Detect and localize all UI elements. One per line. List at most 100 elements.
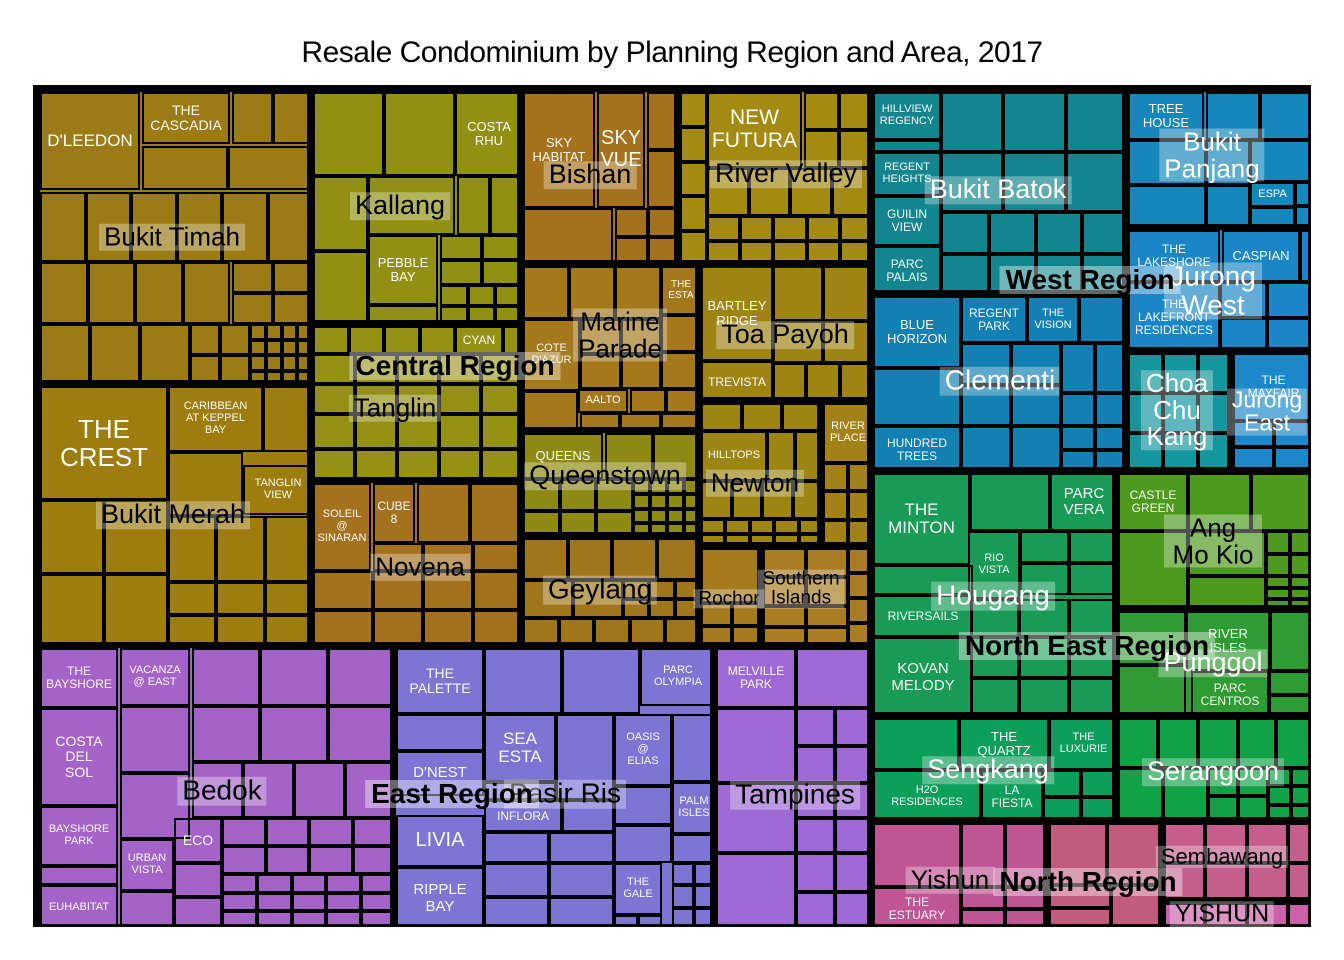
project-cyan: CYAN bbox=[455, 326, 503, 354]
treemap-cell bbox=[1128, 433, 1163, 467]
treemap-cell bbox=[484, 648, 562, 714]
project-label: RIPPLE BAY bbox=[413, 881, 467, 915]
treemap-cell bbox=[970, 599, 1020, 637]
treemap-cell bbox=[1118, 664, 1186, 712]
treemap-cell bbox=[1020, 563, 1069, 595]
treemap-cell bbox=[265, 370, 282, 380]
project-label: NEW FUTURA bbox=[711, 106, 798, 152]
treemap-cell bbox=[748, 168, 790, 216]
project-hilltops: HILLTOPS bbox=[701, 431, 767, 481]
treemap-cell bbox=[873, 823, 961, 887]
treemap-cell bbox=[961, 426, 1011, 467]
treemap-cell bbox=[1205, 863, 1247, 897]
treemap-cell bbox=[1036, 212, 1082, 254]
treemap-cell bbox=[250, 324, 266, 340]
treemap-cell bbox=[615, 208, 648, 237]
project-label: THE GALE bbox=[623, 876, 653, 900]
project-label: THE MINTON bbox=[888, 499, 955, 537]
project-espa: ESPA bbox=[1250, 182, 1295, 207]
project-label: CASTLE GREEN bbox=[1129, 488, 1177, 515]
treemap-cell bbox=[397, 448, 439, 477]
treemap-cell bbox=[294, 762, 345, 818]
treemap-cell bbox=[1269, 694, 1308, 712]
treemap-cell bbox=[795, 431, 817, 481]
treemap-cell bbox=[120, 706, 190, 773]
treemap-cell bbox=[439, 414, 481, 449]
project-label: COTE D'AZUR bbox=[531, 342, 572, 366]
project-bartley-ridge: BARTLEY RIDGE bbox=[701, 266, 773, 361]
project-the-estuary: THE ESTUARY bbox=[873, 887, 961, 924]
area-geylang bbox=[520, 535, 698, 645]
treemap-cell bbox=[1094, 393, 1122, 426]
treemap-cell bbox=[297, 370, 307, 380]
treemap-cell bbox=[1295, 182, 1308, 206]
treemap-cell bbox=[633, 479, 650, 494]
area-ang-mo-kio: CASTLE GREEN bbox=[1115, 470, 1311, 608]
area-bukit-merah: THE CREST CARIBBEAN AT KEPPEL BAY TANGLIN … bbox=[37, 383, 310, 645]
project-label: TANGLIN VIEW bbox=[254, 477, 302, 501]
project-parc-vera: PARC VERA bbox=[1050, 473, 1112, 531]
treemap-cell bbox=[716, 708, 796, 783]
treemap-cell bbox=[796, 853, 835, 892]
treemap-cell bbox=[796, 708, 835, 746]
treemap-cell bbox=[805, 627, 848, 642]
area-bedok: THE BAYSHORE VACANZA @ EAST COSTA DEL SOL B… bbox=[37, 645, 393, 927]
project-new-futura: NEW FUTURA bbox=[707, 92, 802, 168]
treemap-cell bbox=[1049, 907, 1111, 924]
treemap-cell bbox=[481, 448, 517, 477]
treemap-cell bbox=[629, 618, 666, 642]
treemap-cell bbox=[328, 648, 390, 706]
treemap-cell bbox=[873, 718, 959, 770]
project-label: D'LEEDON bbox=[47, 130, 133, 150]
project-label: THE LAKESHORE bbox=[1137, 242, 1211, 269]
treemap-cell bbox=[1163, 768, 1208, 817]
treemap-cell bbox=[439, 448, 481, 477]
treemap-cell bbox=[495, 305, 517, 320]
project-ripple-bay: RIPPLE BAY bbox=[396, 867, 484, 924]
treemap-cell bbox=[1233, 447, 1274, 467]
treemap-cell bbox=[523, 538, 568, 580]
project-label: SEA ESTA bbox=[498, 728, 542, 766]
treemap-cell bbox=[1036, 254, 1082, 290]
treemap-cell bbox=[790, 168, 832, 216]
area-rochor bbox=[698, 545, 760, 645]
treemap-cell bbox=[313, 414, 355, 449]
treemap-cell bbox=[680, 92, 707, 127]
treemap-cell bbox=[605, 433, 653, 479]
treemap-cell bbox=[740, 241, 774, 260]
treemap-cell bbox=[806, 363, 840, 397]
treemap-cell bbox=[823, 463, 848, 492]
project-inflora: INFLORA bbox=[484, 800, 562, 832]
treemap-cell bbox=[265, 324, 282, 340]
project-label: H2O RESIDENCES bbox=[891, 783, 963, 808]
project-d-leedon: D'LEEDON bbox=[40, 92, 140, 190]
treemap-cell bbox=[40, 262, 88, 324]
project-label: GUILIN VIEW bbox=[886, 207, 927, 234]
treemap-cell bbox=[1267, 317, 1308, 347]
treemap-cell bbox=[168, 452, 243, 516]
treemap-cell bbox=[1269, 671, 1308, 695]
treemap-cell bbox=[740, 216, 774, 241]
project-the-luxurie: THE LUXURIE bbox=[1049, 718, 1112, 770]
treemap-cell bbox=[1068, 599, 1112, 637]
treemap-cell bbox=[834, 891, 867, 924]
treemap-cell bbox=[267, 192, 307, 262]
treemap-cell bbox=[620, 354, 661, 389]
treemap-cell bbox=[1118, 718, 1158, 768]
project-label: BAYSHORE PARK bbox=[48, 823, 110, 847]
treemap-cell bbox=[796, 648, 867, 708]
treemap-cell bbox=[348, 326, 384, 354]
treemap-cell bbox=[823, 266, 867, 321]
treemap-cell bbox=[1061, 426, 1095, 450]
project-label: RIO VISTA bbox=[978, 552, 1010, 576]
project-melville-park: MELVILLE PARK bbox=[716, 648, 796, 708]
treemap-cell bbox=[1019, 637, 1069, 678]
treemap-cell bbox=[782, 403, 817, 431]
treemap-cell bbox=[1267, 282, 1308, 318]
treemap-cell bbox=[796, 783, 835, 818]
project-label: INFLORA bbox=[496, 808, 549, 823]
project-hillview-regency: HILLVIEW REGENCY bbox=[873, 92, 941, 140]
project-label: PARC CENTROS bbox=[1200, 680, 1260, 708]
treemap-cell bbox=[725, 519, 750, 534]
